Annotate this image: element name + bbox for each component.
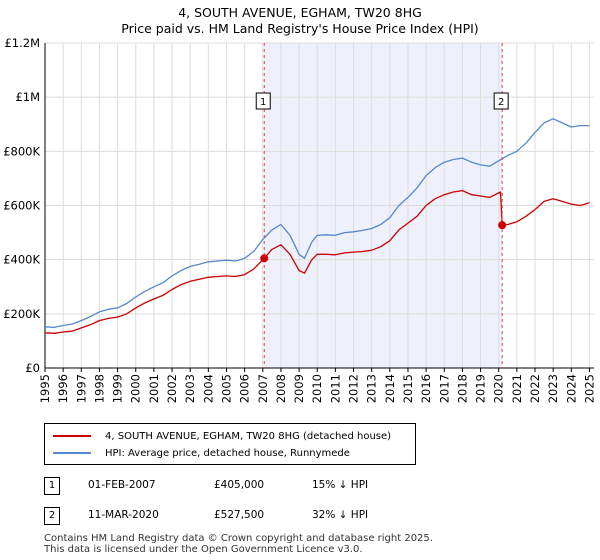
sale-date: 11-MAR-2020: [88, 509, 159, 521]
hpi-line: [44, 118, 590, 329]
property-price-line: [44, 189, 590, 334]
y-tick-label: £1.2M: [4, 36, 40, 50]
x-tick-label: 2012: [347, 374, 361, 403]
chart-title: 4, SOUTH AVENUE, EGHAM, TW20 8HG: [178, 5, 422, 20]
sale-marker-box: [493, 92, 509, 110]
footer-attribution: Contains HM Land Registry data © Crown c…: [44, 533, 433, 555]
sale-hpi-diff: 32% ↓ HPI: [312, 509, 369, 521]
x-tick-label: 1996: [56, 374, 70, 403]
x-tick-label: 2024: [564, 374, 578, 403]
x-tick-label: 2013: [365, 374, 379, 403]
y-tick-label: £200K: [3, 307, 40, 321]
chart-legend: 4, SOUTH AVENUE, EGHAM, TW20 8HG (detach…: [44, 423, 416, 465]
y-tick-label: £800K: [3, 144, 40, 158]
x-tick-label: 2001: [147, 374, 161, 403]
x-tick-label: 2025: [582, 374, 596, 403]
x-tick-label: 2016: [419, 374, 433, 403]
sale-marker-box: [255, 92, 271, 110]
x-tick-label: 2008: [274, 374, 288, 403]
legend-label-property: 4, SOUTH AVENUE, EGHAM, TW20 8HG (detach…: [105, 430, 392, 442]
footer-line-1: Contains HM Land Registry data © Crown c…: [44, 533, 433, 544]
x-tick-label: 1998: [92, 374, 106, 403]
chart-subtitle: Price paid vs. HM Land Registry's House …: [121, 21, 479, 36]
footer-line-2: This data is licensed under the Open Gov…: [44, 544, 363, 555]
legend-swatch-property: [53, 435, 91, 437]
sale-hpi-diff: 15% ↓ HPI: [312, 479, 369, 491]
legend-item-hpi: HPI: Average price, detached house, Runn…: [53, 445, 350, 461]
y-tick-label: £600K: [3, 199, 40, 213]
x-tick-label: 2005: [219, 374, 233, 403]
y-tick-label: £400K: [3, 253, 40, 267]
sale-point: [260, 254, 269, 263]
x-tick-label: 2010: [310, 374, 324, 403]
x-tick-label: 2002: [165, 374, 179, 403]
x-tick-label: 2017: [437, 374, 451, 403]
sale-row: 1 01-FEB-2007 £405,000 15% ↓ HPI: [44, 477, 600, 497]
legend-item-property: 4, SOUTH AVENUE, EGHAM, TW20 8HG (detach…: [53, 428, 391, 444]
sale-row: 2 11-MAR-2020 £527,500 32% ↓ HPI: [44, 507, 600, 527]
x-tick-label: 2006: [238, 374, 252, 403]
x-tick-label: 2014: [383, 374, 397, 403]
x-tick-label: 2009: [292, 374, 306, 403]
x-tick-label: 2007: [256, 374, 270, 403]
x-tick-label: 2020: [492, 374, 506, 403]
sale-price: £405,000: [214, 479, 265, 491]
x-tick-label: 2015: [401, 374, 415, 403]
x-tick-label: 2022: [528, 374, 542, 403]
sale-marker-label: 1: [260, 97, 266, 108]
x-tick-label: 1995: [38, 374, 52, 403]
x-tick-label: 2000: [129, 374, 143, 403]
x-tick-label: 2023: [546, 374, 560, 403]
sale-price: £527,500: [214, 509, 265, 521]
x-tick-label: 2003: [183, 374, 197, 403]
x-tick-label: 1999: [111, 374, 125, 403]
x-tick-label: 2019: [474, 374, 488, 403]
x-tick-label: 2011: [328, 374, 342, 403]
x-tick-label: 2004: [201, 374, 215, 403]
sale-marker-label: 2: [498, 97, 504, 108]
sale-point: [498, 221, 507, 230]
y-tick-label: £0: [25, 361, 40, 375]
x-tick-label: 2018: [455, 374, 469, 403]
sale-number-badge: 1: [44, 477, 60, 495]
legend-label-hpi: HPI: Average price, detached house, Runn…: [105, 447, 350, 459]
price-chart: £0 £200K £400K £600K £800K £1M £1.2M 1995 1996 19…: [3, 36, 596, 403]
sale-number-badge: 2: [44, 507, 60, 525]
legend-swatch-hpi: [53, 452, 91, 454]
x-tick-label: 1997: [74, 374, 88, 403]
sale-date: 01-FEB-2007: [88, 479, 156, 491]
y-tick-label: £1M: [15, 90, 40, 104]
x-tick-label: 2021: [510, 374, 524, 403]
